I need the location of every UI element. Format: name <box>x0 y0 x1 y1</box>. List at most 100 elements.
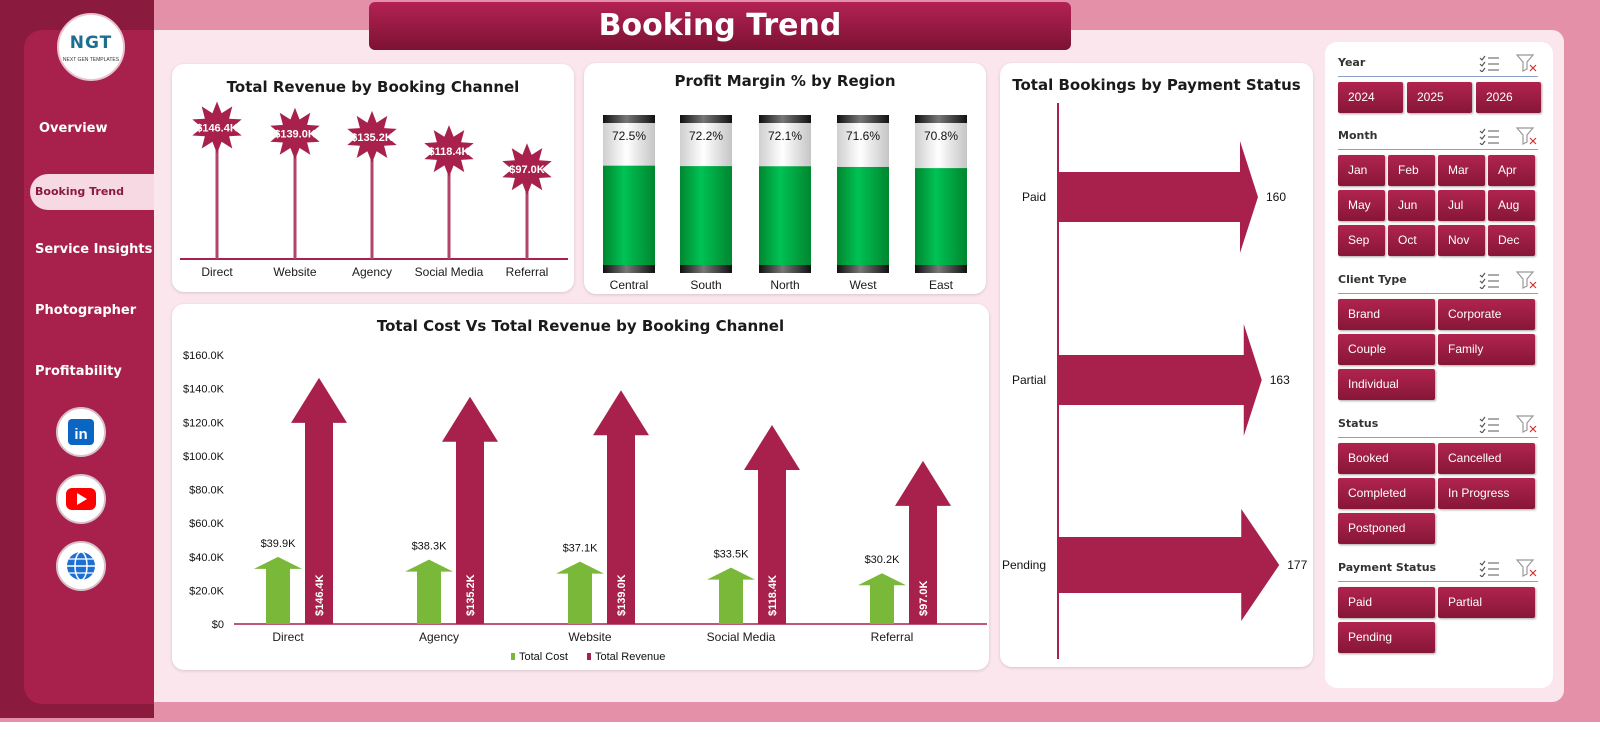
slicer-option-client-type[interactable]: Corporate <box>1438 299 1535 330</box>
profit-margin-chart: 72.5% Central 72.2% South 72.1% North 71.6% Wes… <box>603 115 967 292</box>
slicer-header-payment-status: Payment Status <box>1338 561 1437 574</box>
cost-arrow-bar <box>254 556 302 624</box>
slicer-option-year[interactable]: 2026 <box>1476 82 1541 113</box>
slicer-option-month[interactable]: Jun <box>1388 190 1435 221</box>
cost-data-label: $38.3K <box>412 541 448 553</box>
revenue-by-channel-card: Total Revenue by Booking Channel $146.4K… <box>172 64 574 292</box>
revenue-arrow-bar <box>442 396 498 624</box>
slicer-option-client-type[interactable]: Family <box>1438 334 1535 365</box>
slicer-option-payment-status[interactable]: Partial <box>1438 587 1535 618</box>
slicer-option-year[interactable]: 2024 <box>1338 82 1403 113</box>
clear-filter-icon[interactable] <box>1515 54 1538 72</box>
multi-select-icon[interactable] <box>1478 415 1500 434</box>
sidebar <box>24 30 154 704</box>
revenue-star-marker <box>424 125 474 178</box>
y-tick-label: $100.0K <box>183 451 225 463</box>
slicer-option-month[interactable]: May <box>1338 190 1385 221</box>
slicer-option-status[interactable]: Completed <box>1338 478 1435 509</box>
revenue-data-label: $139.0K <box>616 574 628 616</box>
margin-data-label: 72.2% <box>689 129 723 143</box>
slicer-option-status[interactable]: Booked <box>1338 443 1435 474</box>
cost-data-label: $39.9K <box>261 538 297 550</box>
slicer-option-year[interactable]: 2025 <box>1407 82 1472 113</box>
clear-filter-icon[interactable] <box>1515 127 1538 145</box>
slicer-option-payment-status[interactable]: Paid <box>1338 587 1435 618</box>
legend-swatch-total-cost <box>511 653 515 660</box>
cost-arrow-bar <box>707 567 755 624</box>
payment-data-label: 177 <box>1287 558 1307 572</box>
youtube-icon[interactable] <box>56 474 106 524</box>
legend-swatch-total-revenue <box>587 653 591 660</box>
slicer-option-status[interactable]: Cancelled <box>1438 443 1535 474</box>
margin-cylinder-top-cap <box>837 115 889 123</box>
margin-data-label: 72.5% <box>612 129 646 143</box>
slicer-option-client-type[interactable]: Couple <box>1338 334 1435 365</box>
nav-photographer[interactable]: Photographer <box>35 303 137 318</box>
slicer-option-month[interactable]: Sep <box>1338 225 1385 256</box>
multi-select-icon[interactable] <box>1478 127 1500 146</box>
slicer-option-month[interactable]: Oct <box>1388 225 1435 256</box>
margin-cylinder-fill <box>603 165 655 269</box>
logo: NGT NEXT GEN TEMPLATES <box>57 13 125 81</box>
linkedin-icon[interactable]: in <box>56 407 106 457</box>
slicer-option-month[interactable]: Nov <box>1438 225 1485 256</box>
cost-data-label: $30.2K <box>865 554 901 566</box>
margin-category-label: East <box>929 278 954 292</box>
y-tick-label: $20.0K <box>189 585 225 597</box>
logo-subtext: NEXT GEN TEMPLATES <box>62 57 120 63</box>
slicer-header-month: Month <box>1338 129 1378 142</box>
revenue-category-label: Referral <box>506 265 549 279</box>
y-tick-label: $60.0K <box>189 518 225 530</box>
nav-service-insights[interactable]: Service Insights <box>35 242 153 257</box>
slicer-option-month[interactable]: Aug <box>1488 190 1535 221</box>
category-label: Direct <box>272 630 304 644</box>
margin-cylinder-bottom-cap <box>915 265 967 273</box>
slicer-option-client-type[interactable]: Individual <box>1338 369 1435 400</box>
category-label: Referral <box>871 630 914 644</box>
legend-label-total-cost: Total Cost <box>519 651 568 663</box>
slicer-option-status[interactable]: In Progress <box>1438 478 1535 509</box>
multi-select-icon[interactable] <box>1478 54 1500 73</box>
slicer-divider <box>1338 437 1538 438</box>
revenue-category-label: Direct <box>201 265 233 279</box>
cost-data-label: $33.5K <box>714 549 750 561</box>
clear-filter-icon[interactable] <box>1515 271 1538 289</box>
bookings-by-payment-card: Total Bookings by Payment Status 160 Paid… <box>1000 63 1313 667</box>
multi-select-icon[interactable] <box>1478 271 1500 290</box>
revenue-category-label: Social Media <box>415 265 484 279</box>
slicer-option-month[interactable]: Apr <box>1488 155 1535 186</box>
payment-arrow-bar <box>1058 509 1280 621</box>
y-tick-label: $40.0K <box>189 552 225 564</box>
clear-filter-icon[interactable] <box>1515 415 1538 433</box>
y-tick-label: $0 <box>212 619 224 631</box>
globe-icon[interactable] <box>56 541 106 591</box>
nav-profitability[interactable]: Profitability <box>35 364 122 379</box>
slicer-option-month[interactable]: Jul <box>1438 190 1485 221</box>
slicer-option-month[interactable]: Feb <box>1388 155 1435 186</box>
nav-overview[interactable]: Overview <box>39 121 108 136</box>
revenue-star-marker <box>270 107 320 160</box>
payment-data-label: 160 <box>1266 190 1286 204</box>
slicer-option-client-type[interactable]: Brand <box>1338 299 1435 330</box>
cost-vs-revenue-chart: $0 $20.0K $40.0K $60.0K $80.0K $100.0K $120.0K… <box>183 350 987 663</box>
margin-cylinder-top-cap <box>603 115 655 123</box>
multi-select-icon[interactable] <box>1478 559 1500 578</box>
margin-cylinder-fill <box>915 168 967 269</box>
slicer-option-payment-status[interactable]: Pending <box>1338 622 1435 653</box>
clear-filter-icon[interactable] <box>1515 559 1538 577</box>
revenue-data-label: $97.0K <box>509 164 545 176</box>
revenue-category-label: Agency <box>352 265 392 279</box>
slicer-option-month[interactable]: Mar <box>1438 155 1485 186</box>
cost-arrow-bar <box>405 559 453 624</box>
slicer-option-month[interactable]: Dec <box>1488 225 1535 256</box>
revenue-by-channel-chart: $146.4K Direct $139.0K Website $135.2K Agency… <box>180 101 568 279</box>
revenue-star-marker <box>347 110 397 163</box>
slicer-option-status[interactable]: Postponed <box>1338 513 1435 544</box>
cost-arrow-bar <box>556 561 604 624</box>
page-title: Booking Trend <box>369 2 1071 50</box>
slicer-header-status: Status <box>1338 417 1379 430</box>
slicer-option-month[interactable]: Jan <box>1338 155 1385 186</box>
nav-booking-trend[interactable]: Booking Trend <box>30 174 154 210</box>
profit-margin-title: Profit Margin % by Region <box>674 72 896 90</box>
logo-text: NGT <box>69 33 113 53</box>
